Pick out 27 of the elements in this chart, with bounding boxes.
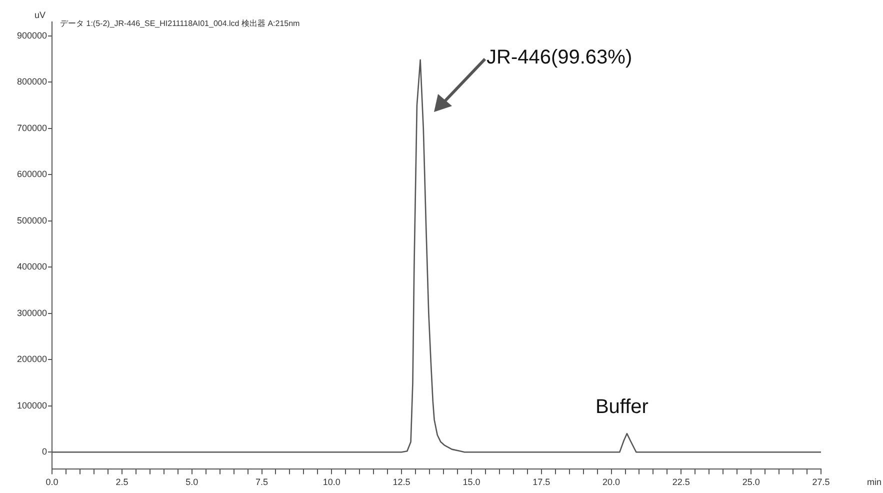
x-tick-label: 15.0 [462, 477, 480, 488]
y-tick-label: 800000 [16, 76, 48, 87]
x-tick-label: 2.5 [116, 477, 128, 488]
x-axis-title: min [867, 477, 882, 488]
y-tick-label: 100000 [16, 400, 48, 410]
y-tick-label: 600000 [16, 169, 48, 180]
x-tick-label: 20.0 [602, 477, 620, 488]
y-tick-label: 400000 [16, 262, 48, 272]
y-tick-label: 300000 [16, 308, 48, 318]
x-tick-label: 7.5 [255, 477, 268, 488]
annotation: Buffer [595, 396, 649, 418]
y-tick-label: 700000 [16, 122, 48, 133]
x-tick-label: 12.5 [392, 477, 410, 488]
x-tick-label: 5.0 [186, 477, 198, 488]
x-tick-label: 17.5 [532, 477, 550, 488]
y-tick-label: 500000 [16, 215, 48, 226]
x-tick-label: 10.0 [322, 477, 340, 488]
y-tick-label: 900000 [16, 30, 48, 40]
y-tick-label: 0 [42, 446, 48, 457]
x-tick-label: 27.5 [812, 477, 830, 488]
y-axis-title: uV [34, 10, 46, 20]
chart-title: データ 1:(5-2)_JR-446_SE_HI211118AI01_004.lcd 検出器 A:215nm [60, 19, 300, 28]
y-tick-label: 200000 [16, 354, 48, 364]
annotation: JR-446(99.63%) [486, 46, 632, 69]
x-tick-label: 25.0 [742, 477, 760, 488]
x-tick-label: 0.0 [46, 477, 58, 488]
x-tick-label: 22.5 [672, 477, 690, 488]
